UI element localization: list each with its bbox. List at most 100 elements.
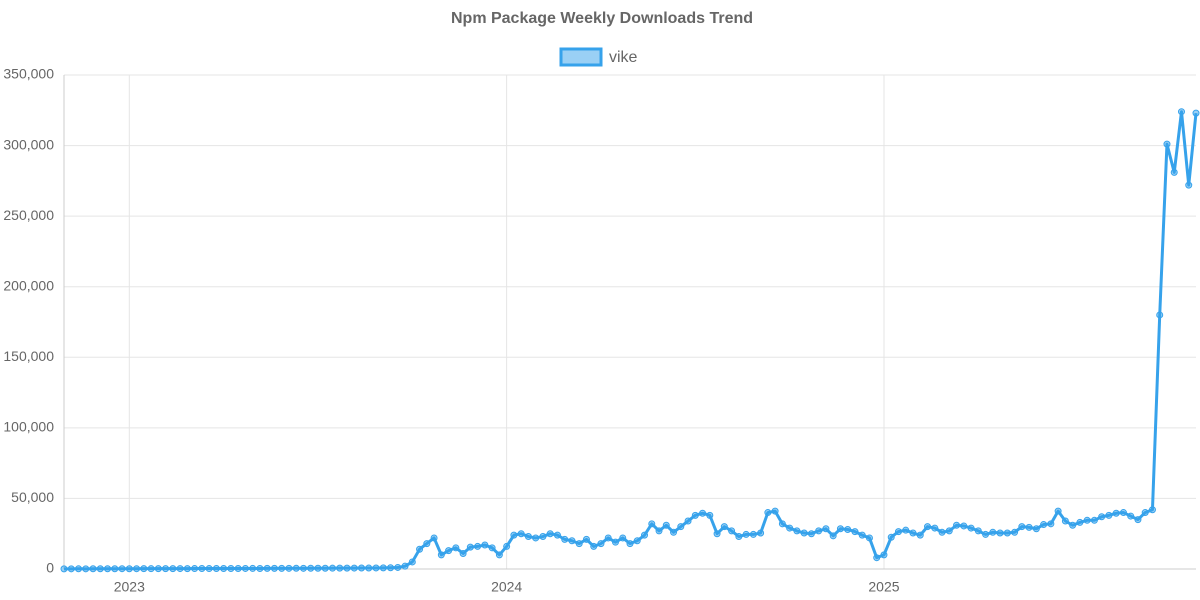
data-point [786, 524, 794, 532]
data-point [343, 564, 351, 572]
data-point [75, 565, 83, 573]
data-point [459, 549, 467, 557]
data-point [169, 565, 177, 573]
data-point [133, 565, 141, 573]
data-point [118, 565, 126, 573]
data-point [452, 544, 460, 552]
data-point [292, 564, 300, 572]
data-point [1069, 521, 1077, 529]
data-point [597, 540, 605, 548]
data-point [111, 565, 119, 573]
x-tick-label: 2025 [868, 579, 899, 595]
data-point [894, 528, 902, 536]
data-point [1112, 509, 1120, 517]
data-point [503, 542, 511, 550]
data-point [684, 517, 692, 525]
data-point [89, 565, 97, 573]
data-point [807, 530, 815, 538]
data-point [394, 563, 402, 571]
data-point [1090, 516, 1098, 524]
data-point [611, 538, 619, 546]
data-point [328, 564, 336, 572]
data-point [960, 522, 968, 530]
data-point [1141, 509, 1149, 517]
y-tick-label: 350,000 [3, 66, 54, 82]
data-point [1025, 523, 1033, 531]
data-point [1003, 529, 1011, 537]
data-point [1170, 168, 1178, 176]
data-point [379, 564, 387, 572]
data-point [670, 528, 678, 536]
data-point [982, 530, 990, 538]
data-point [858, 531, 866, 539]
data-point [655, 527, 663, 535]
data-point [358, 564, 366, 572]
data-point [648, 520, 656, 528]
data-point [800, 529, 808, 537]
data-point [401, 562, 409, 570]
data-point [532, 534, 540, 542]
data-point [481, 541, 489, 549]
data-point [742, 530, 750, 538]
data-point [974, 527, 982, 535]
data-point [633, 537, 641, 545]
data-point [749, 530, 757, 538]
data-point [822, 525, 830, 533]
data-point [793, 527, 801, 535]
data-point [466, 543, 474, 551]
data-point [582, 535, 590, 543]
data-point [1047, 520, 1055, 528]
data-point [713, 530, 721, 538]
data-point [263, 564, 271, 572]
data-point [1185, 181, 1193, 189]
data-point [568, 537, 576, 545]
legend: vike [559, 47, 638, 67]
data-point [336, 564, 344, 572]
data-point [1011, 528, 1019, 536]
y-tick-label: 200,000 [3, 277, 54, 293]
data-point [285, 564, 293, 572]
data-point [387, 564, 395, 572]
data-point [60, 565, 68, 573]
data-point [1076, 518, 1084, 526]
data-point [437, 551, 445, 559]
y-tick-label: 250,000 [3, 207, 54, 223]
data-point [82, 565, 90, 573]
data-point [474, 542, 482, 550]
data-line [63, 110, 1198, 571]
data-point [1134, 516, 1142, 524]
data-point [488, 544, 496, 552]
data-point [241, 564, 249, 572]
data-point [604, 534, 612, 542]
data-point [967, 524, 975, 532]
data-point [916, 531, 924, 539]
data-point [1018, 523, 1026, 531]
data-point [495, 551, 503, 559]
data-point [757, 529, 765, 537]
data-point [873, 554, 881, 562]
data-point [1098, 513, 1106, 521]
data-point [1192, 109, 1200, 117]
data-point [408, 558, 416, 566]
data-point [590, 542, 598, 550]
data-point [249, 564, 257, 572]
data-point [953, 521, 961, 529]
data-point [575, 540, 583, 548]
data-point [706, 511, 714, 519]
data-point [372, 564, 380, 572]
data-point [307, 564, 315, 572]
data-point [626, 540, 634, 548]
data-point [1054, 507, 1062, 515]
data-point [938, 528, 946, 536]
data-point [924, 523, 932, 531]
data-point [140, 565, 148, 573]
data-point [989, 528, 997, 536]
data-point [416, 545, 424, 553]
data-point [996, 529, 1004, 537]
data-point [256, 564, 264, 572]
data-point [699, 509, 707, 517]
legend-swatch [559, 47, 603, 67]
data-point [1127, 512, 1135, 520]
data-point [96, 565, 104, 573]
y-tick-label: 150,000 [3, 348, 54, 364]
